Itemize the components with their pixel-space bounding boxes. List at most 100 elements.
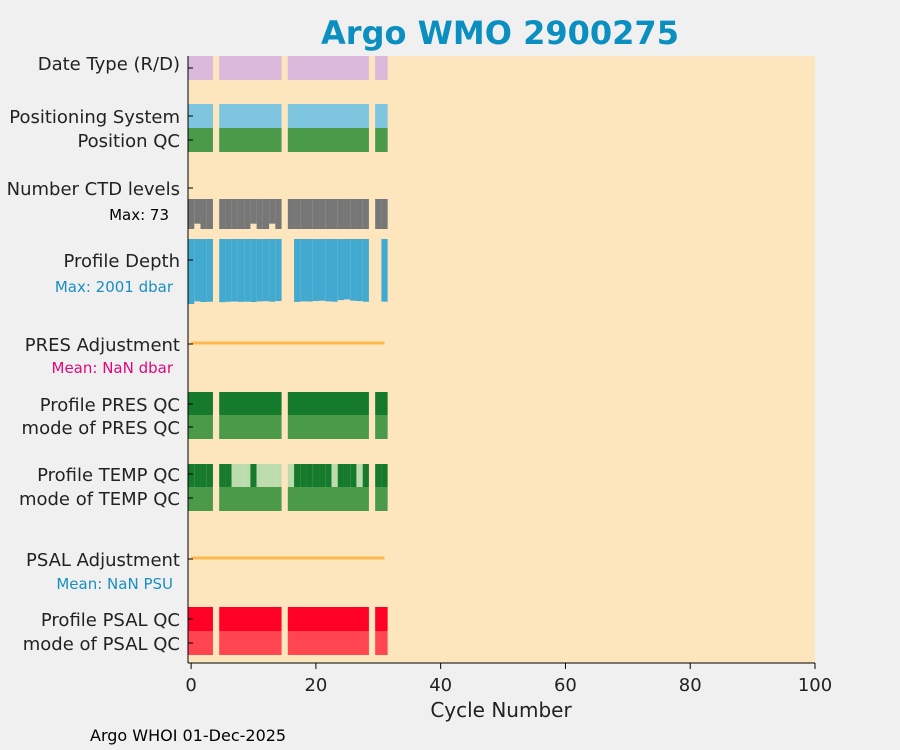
profile-psal-qc-segment-3 xyxy=(375,607,388,631)
position-qc-segment-3 xyxy=(375,128,388,152)
ctd-levels-bar-cycle-28 xyxy=(362,199,369,229)
x-axis-label: Cycle Number xyxy=(430,698,572,722)
ctd-levels-bar-cycle-19 xyxy=(306,199,313,229)
profile-temp-qc-cell-cycle-25 xyxy=(343,464,351,487)
profile-depth-bar-cycle-21 xyxy=(319,239,326,301)
x-tick-label-0: 0 xyxy=(185,675,196,696)
position-qc-segment-1 xyxy=(219,128,282,152)
profile-temp-qc-cell-cycle-11 xyxy=(256,464,263,487)
ctd-levels-bar-cycle-13 xyxy=(269,199,276,224)
profile-temp-qc-cell-cycle-5 xyxy=(219,464,226,487)
ctd-levels-bar-cycle-7 xyxy=(231,199,238,229)
profile-temp-qc-cell-cycle-14 xyxy=(275,464,282,487)
x-ticks: 0 20 40 60 80 100 xyxy=(185,663,832,696)
x-tick-label-40: 40 xyxy=(429,675,452,696)
ctd-levels-bar-cycle-0 xyxy=(188,199,195,229)
label-mode-psal-qc: mode of PSAL QC xyxy=(23,634,180,655)
profile-temp-qc-cell-cycle-30 xyxy=(375,464,382,487)
ctd-levels-bar-cycle-11 xyxy=(256,199,263,229)
ctd-levels-max-label: Max: 73 xyxy=(109,206,169,224)
ctd-levels-bar-cycle-21 xyxy=(319,199,326,229)
ctd-levels-bar-cycle-26 xyxy=(350,199,357,229)
date-type-segment-2 xyxy=(287,56,369,80)
label-profile-pres-qc: Profile PRES QC xyxy=(40,395,180,416)
mode-temp-qc-segment-0 xyxy=(188,487,213,511)
psal-adjustment-mean-label: Mean: NaN PSU xyxy=(56,575,173,593)
positioning-system-segment-1 xyxy=(219,104,282,128)
label-ctd-levels: Number CTD levels xyxy=(7,179,180,200)
ctd-levels-bar-cycle-3 xyxy=(206,199,213,229)
mode-temp-qc-segment-1 xyxy=(219,487,282,511)
profile-depth-bar-cycle-20 xyxy=(312,239,320,302)
profile-temp-qc-cell-cycle-28 xyxy=(362,464,369,487)
ctd-levels-bar-cycle-9 xyxy=(244,199,251,229)
mode-psal-qc-segment-3 xyxy=(375,631,388,655)
ctd-levels-bar-cycle-27 xyxy=(356,199,363,229)
label-profile-psal-qc: Profile PSAL QC xyxy=(41,610,180,631)
profile-temp-qc-cell-cycle-23 xyxy=(331,464,338,487)
profile-depth-bar-cycle-11 xyxy=(256,239,263,302)
label-positioning-system: Positioning System xyxy=(9,107,180,128)
profile-depth-bar-cycle-10 xyxy=(250,239,257,303)
ctd-levels-bar-cycle-20 xyxy=(312,199,320,229)
label-psal-adjustment: PSAL Adjustment xyxy=(26,550,180,571)
profile-pres-qc-segment-0 xyxy=(188,392,213,415)
profile-depth-bar-cycle-7 xyxy=(231,239,238,302)
profile-depth-bar-cycle-28 xyxy=(362,239,369,302)
profile-temp-qc-cell-cycle-9 xyxy=(244,464,251,487)
profile-temp-qc-cell-cycle-0 xyxy=(188,464,195,487)
profile-temp-qc-cell-cycle-2 xyxy=(200,464,207,487)
profile-depth-bar-cycle-12 xyxy=(262,239,270,302)
x-tick-label-100: 100 xyxy=(798,675,832,696)
profile-depth-bar-cycle-1 xyxy=(194,239,201,302)
plot-area xyxy=(188,56,815,663)
ctd-levels-bar-cycle-14 xyxy=(275,199,282,229)
ctd-levels-bar-cycle-10 xyxy=(250,199,257,224)
mode-psal-qc-segment-1 xyxy=(219,631,282,655)
profile-temp-qc-cell-cycle-16 xyxy=(287,464,295,487)
ctd-levels-bar-cycle-31 xyxy=(381,199,388,229)
label-profile-temp-qc: Profile TEMP QC xyxy=(37,465,180,486)
profile-temp-qc-cell-cycle-6 xyxy=(225,464,232,487)
mode-temp-qc-segment-2 xyxy=(287,487,369,511)
profile-depth-bar-cycle-8 xyxy=(237,239,245,302)
ctd-levels-bar-cycle-2 xyxy=(200,199,207,229)
label-profile-depth: Profile Depth xyxy=(63,251,180,272)
date-type-segment-1 xyxy=(219,56,282,80)
ctd-levels-bar-cycle-5 xyxy=(219,199,226,229)
profile-depth-bar-cycle-19 xyxy=(306,239,313,302)
profile-temp-qc-cell-cycle-27 xyxy=(356,464,363,487)
profile-temp-qc-cell-cycle-21 xyxy=(319,464,326,487)
ctd-levels-bar-cycle-6 xyxy=(225,199,232,229)
profile-temp-qc-cell-cycle-13 xyxy=(269,464,276,487)
ctd-levels-bar-cycle-16 xyxy=(287,199,295,229)
ctd-levels-bar-cycle-1 xyxy=(194,199,201,224)
profile-depth-bar-cycle-31 xyxy=(381,239,388,302)
label-mode-pres-qc: mode of PRES QC xyxy=(22,418,180,439)
profile-temp-qc-cell-cycle-8 xyxy=(237,464,245,487)
mode-temp-qc-segment-3 xyxy=(375,487,388,511)
ctd-levels-bar-cycle-12 xyxy=(262,199,270,229)
positioning-system-segment-3 xyxy=(375,104,388,128)
profile-depth-max-label: Max: 2001 dbar xyxy=(55,278,174,296)
profile-depth-bar-cycle-23 xyxy=(331,239,338,302)
ctd-levels-bar-cycle-24 xyxy=(337,199,344,229)
profile-temp-qc-cell-cycle-18 xyxy=(300,464,307,487)
position-qc-segment-2 xyxy=(287,128,369,152)
profile-temp-qc-cell-cycle-19 xyxy=(306,464,313,487)
profile-temp-qc-cell-cycle-1 xyxy=(194,464,201,487)
mode-pres-qc-segment-1 xyxy=(219,415,282,439)
profile-temp-qc-cell-cycle-31 xyxy=(381,464,388,487)
profile-temp-qc-cell-cycle-3 xyxy=(206,464,213,487)
ctd-levels-bar-cycle-18 xyxy=(300,199,307,229)
positioning-system-segment-2 xyxy=(287,104,369,128)
profile-depth-bar-cycle-17 xyxy=(294,239,301,302)
label-pres-adjustment: PRES Adjustment xyxy=(25,335,180,356)
mode-pres-qc-segment-3 xyxy=(375,415,388,439)
mode-pres-qc-segment-2 xyxy=(287,415,369,439)
profile-pres-qc-segment-1 xyxy=(219,392,282,415)
profile-depth-bar-cycle-5 xyxy=(219,239,226,303)
profile-pres-qc-segment-2 xyxy=(287,392,369,415)
profile-depth-bar-cycle-6 xyxy=(225,239,232,302)
